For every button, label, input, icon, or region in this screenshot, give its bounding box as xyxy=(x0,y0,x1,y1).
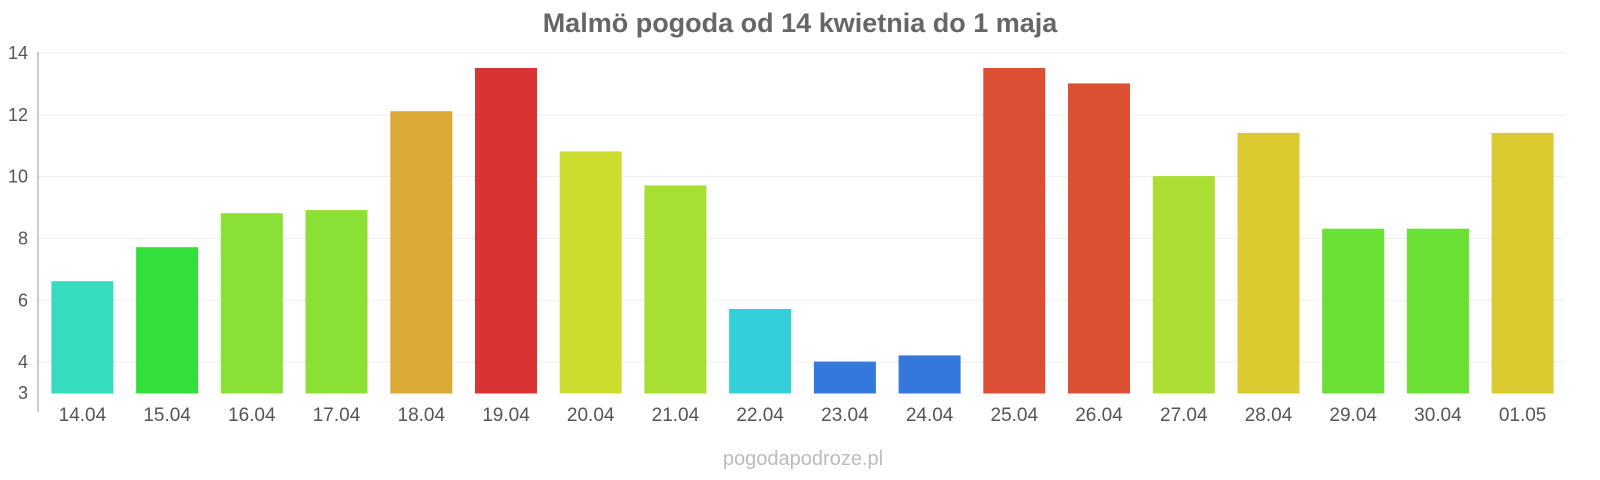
x-tick-label: 20.04 xyxy=(567,405,615,426)
bar-22.04 xyxy=(729,309,792,394)
bar-14.04 xyxy=(51,281,114,394)
x-tick-label: 24.04 xyxy=(906,405,954,426)
y-tick-label: 8 xyxy=(18,228,28,248)
bar-25.04 xyxy=(983,68,1046,394)
bar-26.04 xyxy=(1068,83,1130,394)
x-tick-label: 01.05 xyxy=(1499,405,1547,426)
bar-17.04 xyxy=(305,210,368,394)
gridlines xyxy=(38,52,1565,363)
bar-29.04 xyxy=(1322,228,1385,394)
bar-20.04 xyxy=(559,151,622,394)
bar-23.04 xyxy=(813,361,876,394)
bar-30.04 xyxy=(1406,228,1469,394)
x-tick-label: 21.04 xyxy=(652,405,700,426)
x-tick-label: 30.04 xyxy=(1414,405,1462,426)
y-axis-ticks: 3 4 6 8 10 12 14 xyxy=(8,43,28,403)
y-tick-label: 12 xyxy=(8,105,28,125)
x-axis-ticks: 14.04 15.04 16.04 17.04 18.04 19.04 20.04 21.04… xyxy=(59,405,1547,426)
x-tick-label: 29.04 xyxy=(1329,405,1377,426)
x-tick-label: 17.04 xyxy=(313,405,361,426)
y-tick-label: 3 xyxy=(18,383,28,403)
chart-title: Malmö pogoda od 14 kwietnia do 1 maja xyxy=(543,8,1059,38)
site-credit: pogodapodroze.pl xyxy=(723,448,883,470)
bar-18.04 xyxy=(390,111,453,394)
bar-01.05 xyxy=(1491,132,1554,394)
x-tick-label: 14.04 xyxy=(59,405,107,426)
x-tick-label: 27.04 xyxy=(1160,405,1208,426)
y-tick-label: 14 xyxy=(8,43,28,63)
bar-16.04 xyxy=(220,213,283,394)
x-tick-label: 19.04 xyxy=(482,405,530,426)
bar-19.04 xyxy=(475,68,537,394)
y-tick-label: 4 xyxy=(18,352,28,372)
y-tick-label: 6 xyxy=(18,290,28,310)
x-tick-label: 28.04 xyxy=(1245,405,1293,426)
x-tick-label: 25.04 xyxy=(991,405,1039,426)
bar-27.04 xyxy=(1152,176,1215,394)
x-tick-label: 22.04 xyxy=(736,405,784,426)
x-tick-label: 26.04 xyxy=(1075,405,1123,426)
x-tick-label: 16.04 xyxy=(228,405,276,426)
x-tick-label: 15.04 xyxy=(143,405,191,426)
bar-15.04 xyxy=(136,247,199,394)
bar-21.04 xyxy=(644,185,707,394)
y-tick-label: 10 xyxy=(8,167,28,187)
bar-24.04 xyxy=(898,355,961,394)
bar-28.04 xyxy=(1237,132,1300,394)
x-tick-label: 23.04 xyxy=(821,405,869,426)
bars xyxy=(51,68,1554,394)
x-tick-label: 18.04 xyxy=(398,405,446,426)
